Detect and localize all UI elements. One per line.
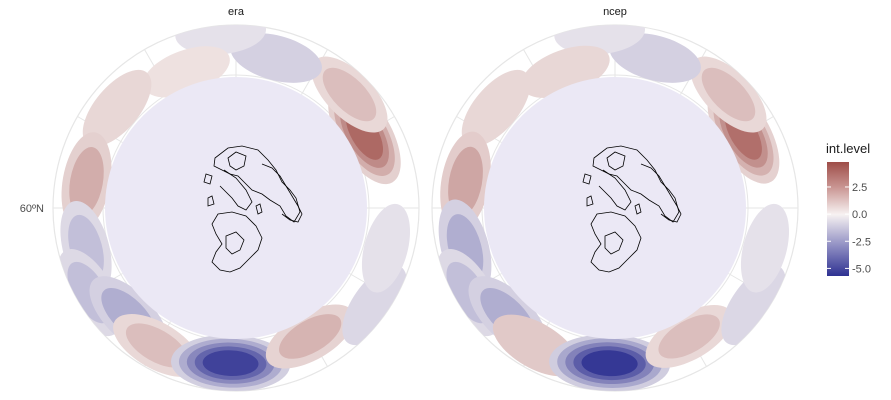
anomaly-level xyxy=(581,350,638,377)
anomaly-level xyxy=(82,69,152,147)
panel-title-era: era xyxy=(228,6,245,18)
panel-ncep-polar-mask xyxy=(484,77,746,339)
anomaly-contour xyxy=(175,25,267,55)
panel-ncep-anomalies xyxy=(437,25,790,391)
anomaly-level xyxy=(202,350,259,377)
anomaly-level xyxy=(554,25,646,55)
anomaly-contour xyxy=(82,69,152,147)
panel-era: era 60ºN xyxy=(20,6,420,392)
anomaly-contour xyxy=(265,304,355,369)
legend-tick-label: -2.5 xyxy=(852,236,871,248)
legend-ticks: 2.5 0.0 -2.5 -5.0 xyxy=(827,182,871,275)
coastline-path xyxy=(213,145,301,223)
coastline-path xyxy=(604,231,624,255)
coastline-path xyxy=(634,203,642,215)
anomaly-level xyxy=(361,203,411,293)
panel-ncep-coastline xyxy=(582,145,682,273)
legend-title: int.level xyxy=(826,141,870,156)
anomaly-contour xyxy=(230,33,322,83)
coastline-path xyxy=(219,169,253,211)
anomaly-contour xyxy=(311,56,388,133)
anomaly-contour xyxy=(554,25,646,55)
legend-tick-label: 0.0 xyxy=(852,209,867,221)
anomaly-contour xyxy=(690,56,767,133)
legend-tick-label: -5.0 xyxy=(852,263,871,275)
panel-era-polar-mask xyxy=(105,77,367,339)
legend-colorbar xyxy=(827,162,849,276)
anomaly-level xyxy=(230,33,322,83)
panel-ncep: ncep xyxy=(431,6,799,392)
anomaly-contour xyxy=(461,69,531,147)
coastline-path xyxy=(207,195,215,207)
anomaly-level xyxy=(279,314,342,359)
anomaly-contour xyxy=(361,203,411,293)
coastline-path xyxy=(261,163,303,223)
coastline-path xyxy=(203,173,213,185)
panel-era-coastline xyxy=(203,145,303,273)
panel-era-anomalies xyxy=(58,25,411,391)
panel-title-ncep: ncep xyxy=(603,6,627,18)
coastline-path xyxy=(640,163,682,223)
anomaly-level xyxy=(461,69,531,147)
coastline-path xyxy=(592,145,680,223)
coastline-path xyxy=(582,173,592,185)
anomaly-level xyxy=(322,67,377,122)
anomaly-contour xyxy=(609,33,701,83)
anomaly-level xyxy=(69,147,104,217)
anomaly-contour xyxy=(740,203,790,293)
coastline-path xyxy=(255,203,263,215)
anomaly-contour xyxy=(549,334,671,391)
anomaly-level xyxy=(448,146,483,217)
coastline-path xyxy=(225,231,245,255)
anomaly-level xyxy=(740,203,790,293)
coastline-path xyxy=(586,195,594,207)
coastline-path xyxy=(211,211,263,273)
legend: int.level 2.5 0.0 -2.5 -5.0 xyxy=(826,141,871,276)
latitude-label-60n: 60ºN xyxy=(20,203,44,215)
anomaly-level xyxy=(175,25,267,55)
coastline-path xyxy=(606,151,626,171)
anomaly-contour xyxy=(645,305,733,368)
anomaly-level xyxy=(658,314,720,359)
coastline-path xyxy=(598,169,632,211)
anomaly-contour xyxy=(171,334,291,391)
legend-tick-label: 2.5 xyxy=(852,182,867,194)
anomaly-level xyxy=(609,33,701,83)
coastline-path xyxy=(590,211,642,273)
coastline-path xyxy=(227,151,247,171)
anomaly-level xyxy=(701,67,756,122)
